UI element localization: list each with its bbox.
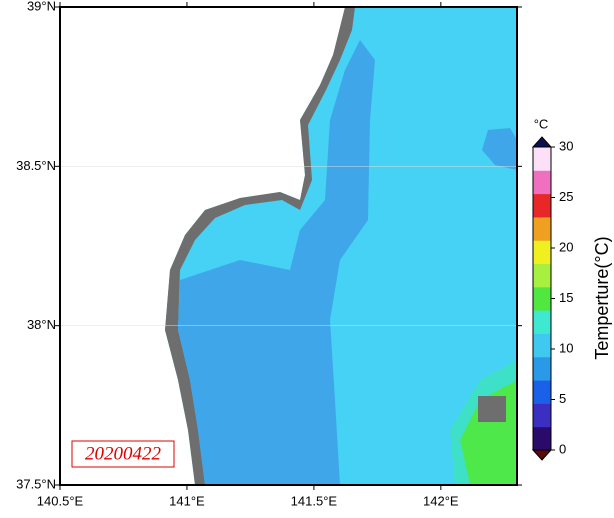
- x-tick-label: 142°E: [423, 493, 459, 508]
- colorbar-swatch: [533, 286, 551, 311]
- colorbar-swatch: [533, 333, 551, 358]
- map-frame: [59, 6, 518, 486]
- cool-water: [178, 40, 375, 485]
- colorbar-swatch: [533, 170, 551, 195]
- colorbar-tick-label: 25: [559, 189, 573, 204]
- transition-water: [450, 360, 517, 485]
- axes: 140.5°E 141°E 141.5°E 142°E 37.5°N 38°N 38.5°N…: [16, 0, 573, 508]
- colorbar-tick-label: 5: [559, 391, 566, 406]
- colorbar-swatch: [533, 356, 551, 381]
- colorbar-swatch: [533, 147, 551, 171]
- colorbar-under: [531, 449, 553, 461]
- colorbar-swatch: [533, 193, 551, 218]
- x-tick-label: 140.5°E: [37, 493, 84, 508]
- x-tick-label: 141.5°E: [291, 493, 338, 508]
- colorbar-swatch: [533, 426, 551, 451]
- coast: [165, 7, 355, 485]
- map-area: [60, 7, 517, 485]
- x-tick-label: 141°E: [169, 493, 205, 508]
- colorbar-over: [531, 136, 553, 148]
- colorbar-swatch: [533, 240, 551, 265]
- colorbar-tick-label: 20: [559, 239, 573, 254]
- colorbar-tick-label: 0: [559, 441, 566, 456]
- colorbar-swatch: [533, 380, 551, 404]
- colorbar-swatch: [533, 403, 551, 428]
- cool-eddy: [482, 128, 517, 170]
- colorbar-swatch: [533, 263, 551, 288]
- colorbar-tick-label: 15: [559, 290, 573, 305]
- colorbar-tick-label: 30: [559, 138, 573, 153]
- colorbar-label: Temperture(°C): [592, 236, 612, 359]
- colorbar-tick-label: 10: [559, 340, 573, 355]
- island: [478, 396, 506, 422]
- colorbar-unit: °C: [534, 116, 549, 131]
- date-label: 20200422: [85, 443, 162, 464]
- y-tick-label: 38°N: [27, 317, 56, 332]
- date-box: [71, 440, 175, 468]
- y-tick-label: 37.5°N: [16, 476, 56, 491]
- y-tick-label: 38.5°N: [16, 158, 56, 173]
- colorbar-swatch: [533, 310, 551, 334]
- y-tick-label: 39°N: [27, 0, 56, 13]
- colorbar-swatch: [533, 216, 551, 241]
